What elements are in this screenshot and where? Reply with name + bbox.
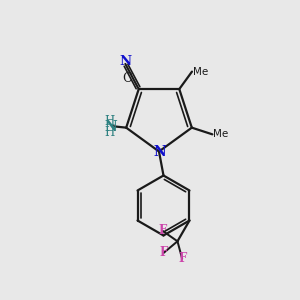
Text: N: N bbox=[119, 55, 131, 68]
Text: Me: Me bbox=[193, 67, 208, 76]
Text: H: H bbox=[105, 115, 115, 128]
Text: F: F bbox=[178, 252, 186, 265]
Text: N: N bbox=[105, 120, 118, 134]
Text: Me: Me bbox=[213, 129, 229, 139]
Text: H: H bbox=[105, 126, 115, 139]
Text: F: F bbox=[160, 246, 168, 260]
Text: C: C bbox=[122, 72, 132, 85]
Text: N: N bbox=[153, 145, 166, 159]
Text: F: F bbox=[159, 224, 167, 238]
